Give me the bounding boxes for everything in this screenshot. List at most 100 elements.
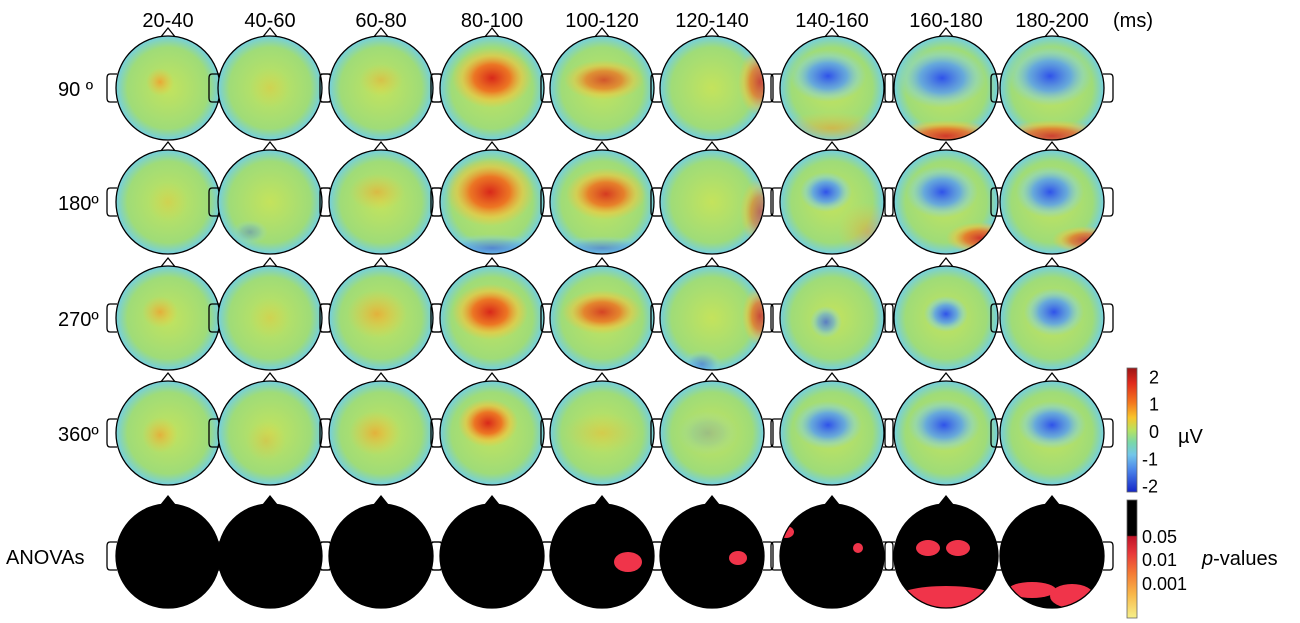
left-ear-icon — [319, 418, 330, 448]
pvalue-tick-label: 0.001 — [1142, 574, 1187, 594]
left-ear-icon — [430, 73, 441, 103]
units-label: (ms) — [1113, 10, 1153, 32]
head-outline — [659, 380, 765, 486]
left-ear-icon — [430, 418, 441, 448]
left-ear-icon — [990, 541, 1001, 571]
topography-grid — [106, 26, 1114, 609]
head-outline — [217, 380, 323, 486]
left-ear-icon — [770, 303, 781, 333]
head-outline — [779, 503, 885, 609]
head-outline — [328, 503, 434, 609]
head-outline — [217, 265, 323, 371]
pvalue-label-p: p — [1201, 548, 1213, 570]
head-outline — [549, 265, 655, 371]
anova-background — [329, 504, 433, 608]
potential-blob — [1024, 288, 1084, 336]
anova-background — [894, 504, 998, 608]
left-ear-icon — [106, 73, 117, 103]
topo-map — [319, 26, 443, 141]
amplitude-tick-label: -1 — [1142, 449, 1158, 469]
head-outline — [439, 503, 545, 609]
anova-background — [550, 504, 654, 608]
head-outline — [549, 503, 655, 609]
nose-icon — [483, 371, 501, 384]
anova-map — [106, 494, 230, 609]
left-ear-icon — [208, 73, 219, 103]
condition-labels: 90 º 180º 270º 360º ANOVAs — [6, 79, 99, 569]
time-window-header: 180-200 — [1015, 10, 1088, 32]
potential-blob — [924, 296, 968, 332]
nose-icon — [937, 371, 955, 384]
nose-icon — [159, 371, 177, 384]
potential-blob — [564, 60, 644, 100]
potential-blob — [740, 178, 764, 246]
head-outline — [999, 35, 1105, 141]
right-ear-icon — [1103, 303, 1114, 333]
left-ear-icon — [430, 303, 441, 333]
potential-blob — [908, 399, 980, 451]
potential-blob — [790, 50, 866, 102]
right-ear-icon — [763, 541, 774, 571]
left-ear-icon — [770, 418, 781, 448]
anova-background — [660, 504, 764, 608]
anova-background — [1000, 504, 1104, 608]
head-outline — [893, 149, 999, 255]
potential-blob — [682, 350, 722, 370]
left-ear-icon — [884, 303, 895, 333]
head-outline — [659, 149, 765, 255]
nose-icon — [159, 256, 177, 269]
topo-map — [106, 256, 230, 371]
potential-blob — [810, 306, 842, 338]
left-ear-icon — [319, 187, 330, 217]
head-outline — [893, 265, 999, 371]
significant-cluster — [896, 586, 996, 608]
significant-cluster — [946, 540, 970, 556]
left-ear-icon — [106, 418, 117, 448]
nose-icon — [703, 26, 721, 39]
left-ear-icon — [884, 73, 895, 103]
topo-map — [430, 26, 554, 141]
nose-icon — [703, 256, 721, 269]
time-window-headers: 20-40 40-60 60-80 80-100 100-120 120-140 140-1… — [142, 10, 1088, 32]
nose-icon — [703, 371, 721, 384]
nose-icon — [372, 140, 390, 153]
anova-map — [990, 494, 1114, 609]
left-ear-icon — [106, 303, 117, 333]
potential-blob — [440, 234, 544, 254]
head-outline — [549, 149, 655, 255]
topo-map — [106, 140, 230, 255]
head-outline — [549, 380, 655, 486]
head-outline — [328, 35, 434, 141]
left-ear-icon — [319, 541, 330, 571]
head-outline — [549, 35, 655, 141]
head-outline — [659, 265, 765, 371]
topo-map — [990, 26, 1114, 141]
left-ear-icon — [650, 418, 661, 448]
significant-cluster — [440, 592, 458, 608]
head-outline — [328, 265, 434, 371]
time-window-header: 20-40 — [142, 10, 193, 32]
potential-blob — [1000, 120, 1104, 140]
potential-blob — [794, 401, 862, 449]
scalp-surface — [660, 36, 764, 140]
head-outline — [779, 35, 885, 141]
amplitude-unit-label: µV — [1178, 426, 1204, 448]
significant-cluster — [916, 540, 940, 556]
potential-blob — [550, 236, 654, 254]
topo-map — [319, 140, 443, 255]
nose-icon — [593, 26, 611, 39]
topo-map — [770, 140, 894, 255]
potential-blob — [246, 421, 286, 461]
nose-icon — [372, 256, 390, 269]
nose-icon — [823, 140, 841, 153]
potential-blob — [452, 48, 532, 108]
nose-icon — [159, 140, 177, 153]
left-ear-icon — [650, 303, 661, 333]
right-ear-icon — [763, 187, 774, 217]
potential-blob — [349, 411, 401, 455]
anova-map — [884, 494, 1008, 609]
anova-map — [540, 494, 664, 609]
nose-icon — [159, 26, 177, 39]
potential-blob — [800, 172, 852, 212]
left-ear-icon — [884, 541, 895, 571]
